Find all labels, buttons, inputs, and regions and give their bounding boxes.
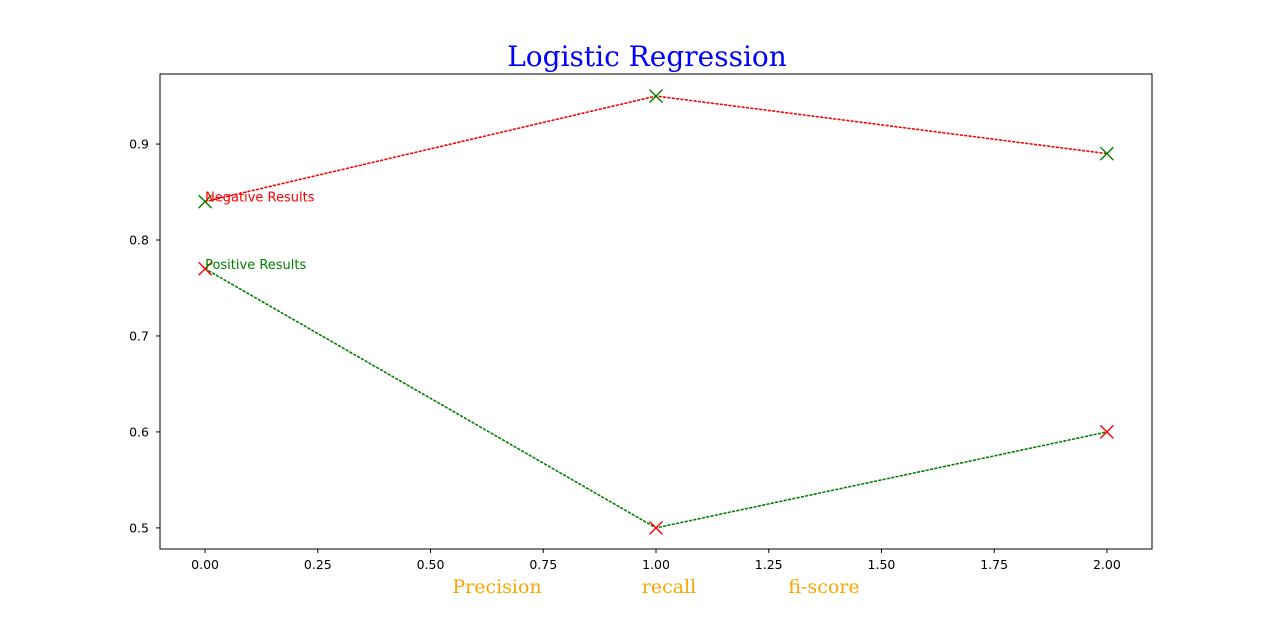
- y-axis: 0.5 0.6 0.7 0.8 0.9: [129, 137, 160, 535]
- marker-stroke: [649, 89, 663, 104]
- marker-stroke: [1099, 424, 1114, 439]
- data-point-marker: [649, 520, 663, 535]
- x-axis-label-recall: recall: [642, 576, 696, 598]
- marker-stroke: [198, 194, 213, 209]
- data-point-marker: [198, 261, 213, 276]
- x-tick-label: 0.25: [304, 557, 332, 572]
- x-tick-label: 2.00: [1093, 557, 1121, 572]
- chart-title: Logistic Regression: [507, 40, 787, 73]
- series-annotation-negative-results: Negative Results: [205, 191, 315, 206]
- y-tick-label: 0.6: [129, 424, 149, 439]
- x-axis: 0.00 0.25 0.50 0.75 1.00 1.25 1.50 1.75 2.00: [191, 549, 1121, 572]
- x-tick-label: 1.75: [980, 557, 1008, 572]
- x-tick-label: 1.00: [642, 557, 670, 572]
- data-point-marker: [1099, 424, 1114, 439]
- series-line-negative-results: [204, 95, 1108, 203]
- x-tick-label: 1.25: [755, 557, 783, 572]
- plot-frame: [159, 73, 1153, 550]
- x-tick-label: 1.50: [868, 557, 896, 572]
- x-axis-label-precision: Precision: [452, 576, 541, 598]
- data-point-marker: [649, 89, 663, 104]
- y-tick-label: 0.7: [129, 328, 149, 343]
- y-tick-label: 0.5: [129, 520, 149, 535]
- x-axis-label-fi-score: fi-score: [788, 576, 859, 598]
- marker-stroke: [649, 520, 663, 535]
- data-point-marker: [198, 194, 213, 209]
- marker-stroke: [1099, 146, 1114, 161]
- series-line-positive-results: [204, 267, 1108, 529]
- data-point-marker: [1099, 146, 1114, 161]
- y-tick-label: 0.8: [129, 233, 149, 248]
- x-tick-label: 0.50: [417, 557, 445, 572]
- series-annotation-positive-results: Positive Results: [205, 258, 306, 273]
- y-tick-label: 0.9: [129, 137, 149, 152]
- x-tick-label: 0.75: [529, 557, 557, 572]
- x-tick-label: 0.00: [191, 557, 219, 572]
- marker-stroke: [198, 261, 213, 276]
- plot-area: Negative Results Positive Results: [198, 89, 1114, 535]
